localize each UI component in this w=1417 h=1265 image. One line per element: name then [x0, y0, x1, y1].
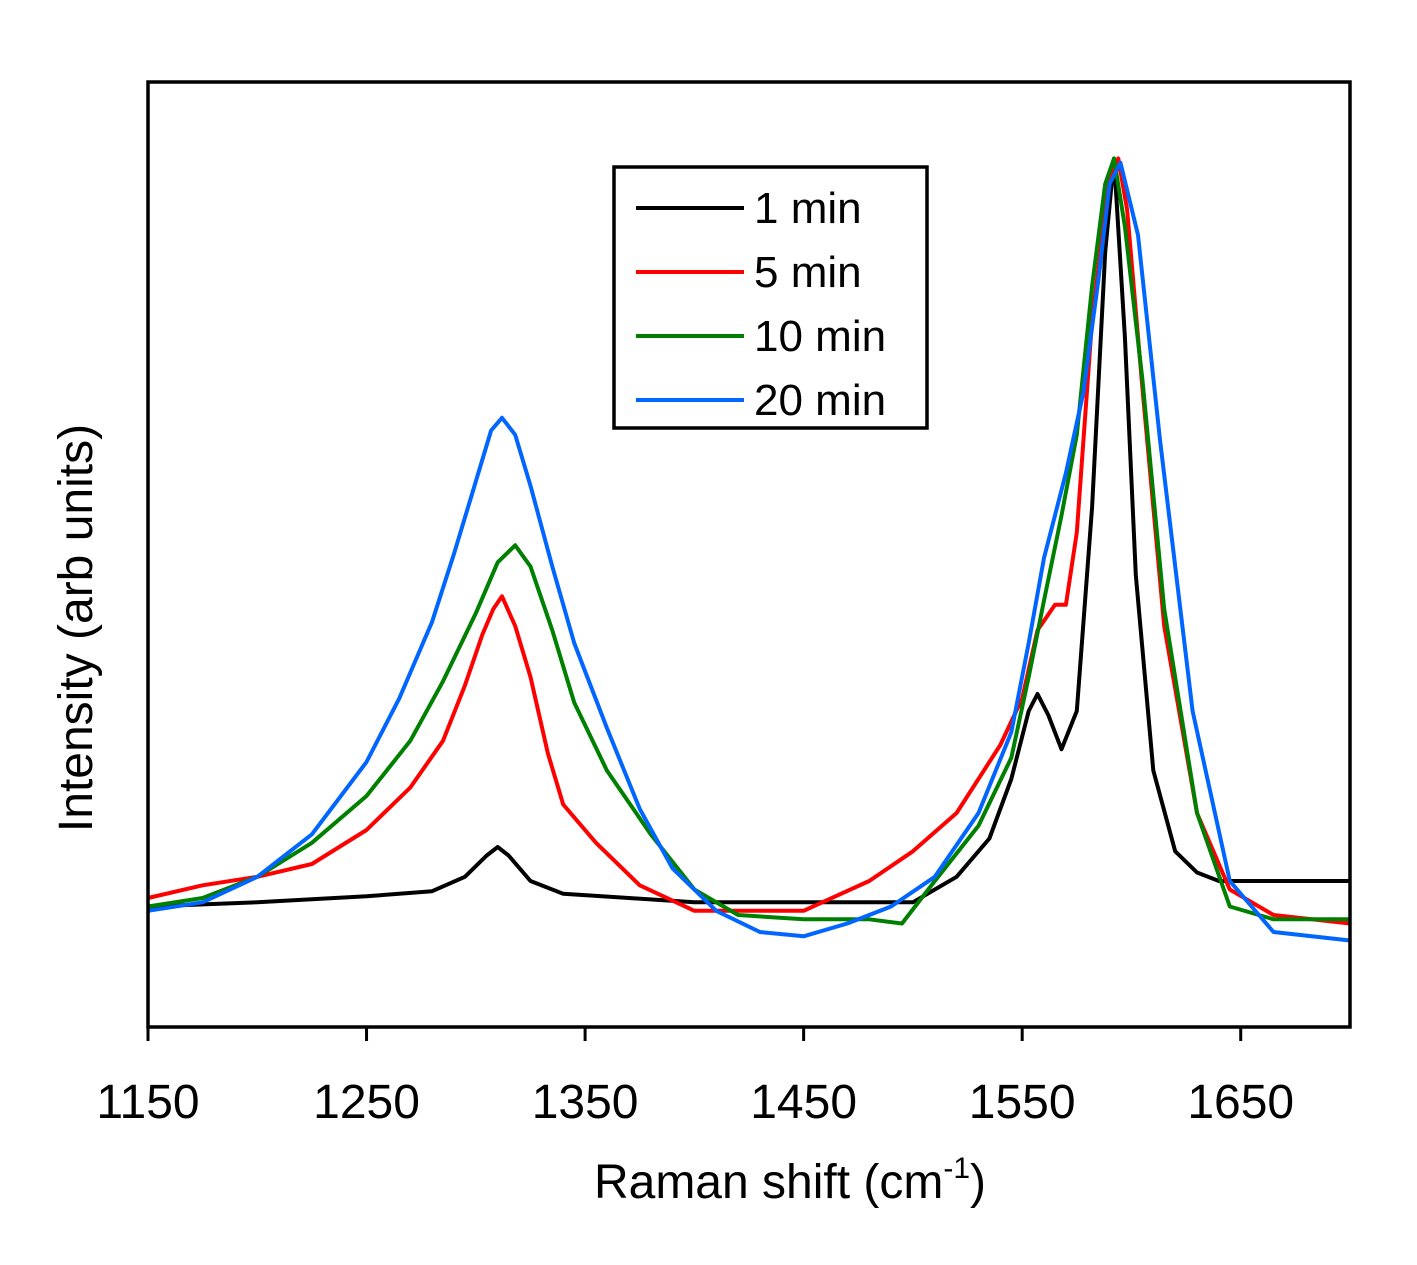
x-axis-title-suffix: ) [970, 1156, 986, 1209]
x-tick-label-1150: 1150 [96, 1076, 199, 1129]
series-layer [147, 156, 1351, 943]
legend: 1 min 5 min 10 min 20 min [612, 165, 929, 430]
legend-items: 1 min 5 min 10 min 20 min [636, 184, 886, 425]
series-line-20-min [147, 160, 1351, 943]
x-axis-title-superscript: -1 [943, 1152, 970, 1185]
x-tick-label-1250: 1250 [313, 1076, 420, 1129]
y-axis-title: Intensity (arb units) [50, 424, 103, 832]
plot-frame [146, 80, 1352, 1029]
legend-label-10-min: 10 min [754, 312, 886, 361]
series-line-10-min [147, 156, 1350, 926]
legend-label-5-min: 5 min [754, 248, 862, 297]
x-axis-title-main: Raman shift (cm [594, 1156, 943, 1209]
legend-label-1-min: 1 min [754, 184, 862, 233]
series-line-5-min [147, 156, 1351, 926]
x-axis-ticks [146, 1027, 1243, 1041]
series-line-1-min [147, 156, 1350, 909]
legend-label-20-min: 20 min [754, 376, 886, 425]
x-tick-label-1350: 1350 [532, 1076, 639, 1129]
legend-box [612, 165, 929, 430]
x-tick-label-1450: 1450 [750, 1076, 857, 1129]
x-tick-label-1650: 1650 [1187, 1076, 1294, 1129]
x-tick-label-1550: 1550 [969, 1076, 1076, 1129]
x-axis-title: Raman shift (cm-1) [594, 1152, 986, 1209]
x-axis-tick-labels: 1150 1250 1350 1450 1550 1650 [96, 1076, 1294, 1129]
